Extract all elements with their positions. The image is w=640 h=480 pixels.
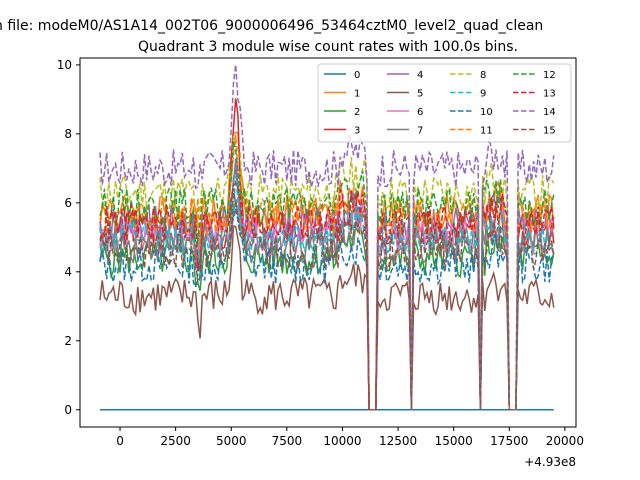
x-tick-label: 15000 [435,434,473,448]
plot-frame [79,57,577,428]
x-tick-label: 17500 [490,434,528,448]
x-offset-label: +4.93e8 [524,455,576,469]
chart-suptitle: n file: modeM0/AS1A14_002T06_9000006496_… [0,18,543,34]
legend-label-4: 4 [417,70,423,81]
legend-label-15: 15 [543,126,556,137]
x-axis: 0 2500 5000 7500 10000 12500 15000 17500 20000 [116,427,584,448]
legend-label-11: 11 [480,126,493,137]
legend-label-13: 13 [543,89,556,100]
legend-label-3: 3 [354,126,360,137]
legend-label-2: 2 [354,107,360,118]
legend-label-1: 1 [354,89,360,100]
legend-label-5: 5 [417,89,423,100]
chart-title: Quadrant 3 module wise count rates with … [138,39,518,55]
series-group [99,64,555,411]
y-tick-label: 4 [64,265,72,279]
legend-label-12: 12 [543,70,556,81]
legend-label-10: 10 [480,107,493,118]
x-tick-label: 10000 [323,434,361,448]
x-tick-label: 20000 [546,434,584,448]
x-tick-label: 0 [116,434,124,448]
x-tick-label: 2500 [160,434,191,448]
legend-label-14: 14 [543,107,556,118]
x-tick-label: 12500 [379,434,417,448]
legend-frame [317,63,572,143]
series-line-14 [99,64,555,411]
y-tick-label: 10 [57,58,72,72]
y-tick-label: 8 [64,127,72,141]
y-tick-label: 2 [64,334,72,348]
x-tick-label: 7500 [272,434,303,448]
x-tick-label: 5000 [216,434,247,448]
series-line-15 [99,188,555,411]
legend-label-7: 7 [417,126,423,137]
legend-label-6: 6 [417,107,423,118]
y-axis: 0 2 4 6 8 10 [57,58,80,417]
legend-label-9: 9 [480,89,486,100]
y-tick-label: 0 [64,403,72,417]
y-tick-label: 6 [64,196,72,210]
legend-label-0: 0 [354,70,360,81]
series-line-8 [99,135,555,411]
legend-label-8: 8 [480,70,486,81]
